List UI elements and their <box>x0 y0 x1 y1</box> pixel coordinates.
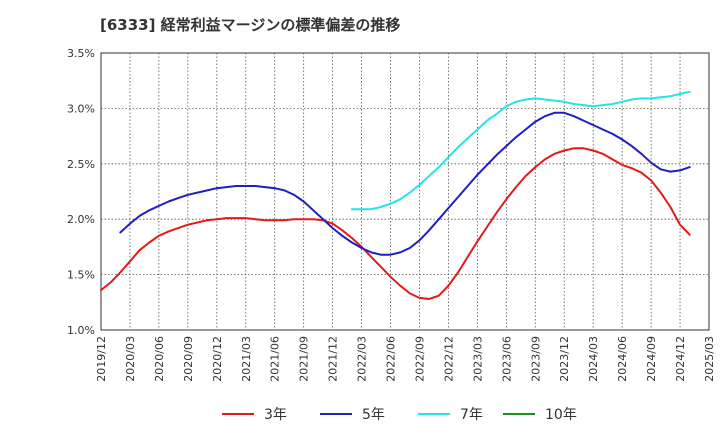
series-line <box>350 90 691 211</box>
x-tick-label: 2021/06 <box>269 336 282 382</box>
y-axis-tick-labels: 1.0% 1.5% 2.0% 2.5% 3.0% 3.5% <box>67 47 95 337</box>
y-tick-label: 2.0% <box>67 213 95 226</box>
chart-title: [6333] 経常利益マージンの標準偏差の推移 <box>100 16 401 34</box>
x-tick-label: 2022/12 <box>442 336 455 382</box>
x-tick-label: 2025/03 <box>703 336 716 382</box>
y-tick-label: 1.5% <box>67 269 95 282</box>
x-tick-label: 2019/12 <box>95 336 108 382</box>
x-tick-label: 2023/03 <box>471 336 484 382</box>
y-tick-label: 3.5% <box>67 47 95 60</box>
x-axis-tick-labels: 2019/12 2020/03 2020/06 2020/09 2020/12 2021/… <box>95 336 716 382</box>
y-tick-label: 3.0% <box>67 102 95 115</box>
series-lines <box>100 90 691 300</box>
x-tick-label: 2021/09 <box>298 336 311 382</box>
legend-label: 5年 <box>362 407 385 423</box>
x-tick-label: 2024/12 <box>674 336 687 382</box>
x-tick-label: 2022/09 <box>413 336 426 382</box>
x-tick-label: 2023/12 <box>558 336 571 382</box>
y-tick-label: 2.5% <box>67 158 95 171</box>
grid-lines <box>101 53 709 330</box>
x-tick-label: 2020/06 <box>153 336 166 382</box>
legend-label: 3年 <box>264 407 287 423</box>
x-tick-label: 2020/09 <box>182 336 195 382</box>
x-tick-label: 2020/12 <box>211 336 224 382</box>
x-tick-label: 2022/06 <box>385 336 398 382</box>
y-tick-label: 1.0% <box>67 324 95 337</box>
series-line <box>119 111 691 256</box>
legend-label: 7年 <box>460 407 483 423</box>
x-tick-label: 2022/03 <box>356 336 369 382</box>
legend: 3年 5年 7年 10年 <box>222 407 577 423</box>
x-tick-label: 2024/09 <box>645 336 658 382</box>
x-tick-label: 2024/06 <box>616 336 629 382</box>
x-tick-label: 2024/03 <box>587 336 600 382</box>
legend-label: 10年 <box>545 407 577 423</box>
series-line <box>100 147 691 300</box>
x-tick-label: 2023/06 <box>500 336 513 382</box>
x-tick-label: 2021/03 <box>240 336 253 382</box>
x-tick-label: 2020/03 <box>124 336 137 382</box>
x-tick-label: 2023/09 <box>529 336 542 382</box>
x-tick-label: 2021/12 <box>327 336 340 382</box>
